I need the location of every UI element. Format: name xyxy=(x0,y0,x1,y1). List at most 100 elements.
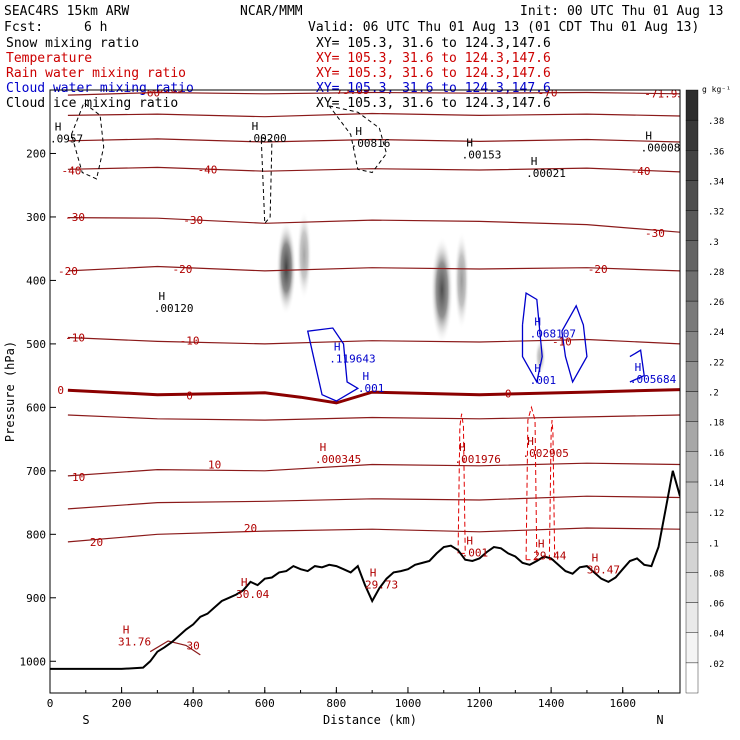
isotherm-label: 10 xyxy=(208,458,221,471)
colorbar-segment xyxy=(685,572,699,603)
isotherm-label: 30 xyxy=(187,639,200,652)
snow-max-label: .00816 xyxy=(351,137,391,150)
max-marker: H xyxy=(320,441,327,454)
isotherm-label: -30 xyxy=(65,211,85,224)
colorbar-unit: g kg⁻¹ xyxy=(702,85,731,94)
colorbar-tick-label: .2 xyxy=(708,389,719,399)
field-label: Cloud water mixing ratio xyxy=(6,81,194,96)
isotherm-label: -20 xyxy=(58,265,78,278)
isotherm-label: -30 xyxy=(645,227,665,240)
colorbar-tick-label: .38 xyxy=(708,117,724,127)
isotherm-label: -20 xyxy=(173,263,193,276)
snow-max-marker: H xyxy=(355,125,362,138)
colorbar-segment xyxy=(685,421,699,452)
colorbar-segment xyxy=(685,511,699,543)
x-tick-label: 0 xyxy=(47,697,54,710)
max-label: 29.44 xyxy=(533,550,566,563)
top-label: 75.89 xyxy=(336,84,369,97)
max-label: 29.73 xyxy=(365,578,398,591)
max-marker: H xyxy=(466,535,473,548)
cloud-max-label: .001 xyxy=(358,382,385,395)
colorbar-segment xyxy=(685,119,699,151)
y-axis-label: Pressure (hPa) xyxy=(3,341,17,442)
max-marker: H xyxy=(370,566,377,579)
south-label: S xyxy=(82,713,89,727)
isotherm xyxy=(67,336,680,345)
max-label: .001 xyxy=(462,547,489,560)
snow-max-marker: H xyxy=(466,137,473,150)
x-tick-label: 800 xyxy=(326,697,346,710)
snow-max-label: .00120 xyxy=(154,302,194,315)
ice-core xyxy=(276,220,297,315)
y-tick-label: 500 xyxy=(26,338,46,351)
snow-contour xyxy=(328,105,388,174)
max-marker: H xyxy=(538,538,545,551)
colorbar-segment xyxy=(685,542,699,573)
colorbar-segment xyxy=(685,662,699,694)
isotherm xyxy=(67,527,680,543)
isotherm xyxy=(149,640,201,656)
max-label: .000345 xyxy=(315,453,361,466)
cloud-max-marker: H xyxy=(334,340,341,353)
field-label: Rain water mixing ratio xyxy=(6,66,187,81)
fcst-value: 6 h xyxy=(84,20,108,35)
isotherm xyxy=(67,462,680,477)
y-tick-label: 900 xyxy=(26,592,46,605)
colorbar-tick-label: .04 xyxy=(708,630,724,640)
field-label: Snow mixing ratio xyxy=(6,36,140,51)
cloud-max-label: .005684 xyxy=(630,373,677,386)
isotherm-label: -10 xyxy=(180,335,200,348)
title-left: SEAC4RS 15km ARW xyxy=(4,4,130,19)
cloud-max-marker: H xyxy=(534,362,541,375)
field-label: Temperature xyxy=(6,51,93,66)
isotherm-label: 20 xyxy=(90,536,103,549)
ice-core xyxy=(296,210,312,301)
isotherm-label: -10 xyxy=(552,335,572,348)
colorbar-segment xyxy=(685,331,699,362)
isotherm-label: -40 xyxy=(631,165,651,178)
colorbar-segment xyxy=(685,89,699,121)
colorbar-segment xyxy=(685,632,699,664)
snow-max-marker: H xyxy=(531,155,538,168)
colorbar-tick-label: .32 xyxy=(708,208,724,218)
snow-max-label: .00021 xyxy=(526,167,566,180)
snow-max-marker: H xyxy=(55,121,62,134)
isotherm xyxy=(67,112,680,118)
plot-frame xyxy=(49,89,681,694)
max-marker: H xyxy=(241,576,248,589)
title-center: NCAR/MMM xyxy=(240,4,303,19)
rain-contour xyxy=(525,405,538,561)
x-tick-label: 1600 xyxy=(609,697,636,710)
isotherm-label: -40 xyxy=(62,165,82,178)
north-label: N xyxy=(656,713,663,727)
colorbar-tick-label: .14 xyxy=(708,479,724,489)
colorbar-tick-label: .18 xyxy=(708,419,724,429)
max-marker: H xyxy=(123,623,130,636)
terrain-line xyxy=(50,470,680,670)
x-tick-label: 200 xyxy=(112,697,132,710)
snow-contour xyxy=(70,101,105,180)
isotherm xyxy=(67,166,680,173)
ice-core xyxy=(430,235,454,344)
max-marker: H xyxy=(527,435,534,448)
rain-contour xyxy=(548,420,556,561)
snow-max-label: .00153 xyxy=(462,149,502,162)
x-tick-label: 400 xyxy=(183,697,203,710)
top-label: -71.93 xyxy=(644,88,684,101)
colorbar-segment xyxy=(685,180,699,211)
colorbar-segment xyxy=(685,150,699,181)
cloud-max-label: .001 xyxy=(530,374,557,387)
y-tick-label: 200 xyxy=(26,147,46,160)
isotherm-label: -40 xyxy=(198,163,218,176)
isotherm xyxy=(67,138,680,143)
colorbar-segment xyxy=(685,391,699,422)
colorbar-tick-label: .3 xyxy=(708,238,719,248)
top-label: 73.69 xyxy=(150,83,183,96)
cloud-max-marker: H xyxy=(635,361,642,374)
y-tick-label: 400 xyxy=(26,274,46,287)
isotherm xyxy=(67,414,680,421)
max-marker: H xyxy=(592,552,599,565)
snow-max-marker: H xyxy=(645,130,652,143)
colorbar-tick-label: .22 xyxy=(708,358,724,368)
cloud-max-label: .068107 xyxy=(530,328,576,341)
